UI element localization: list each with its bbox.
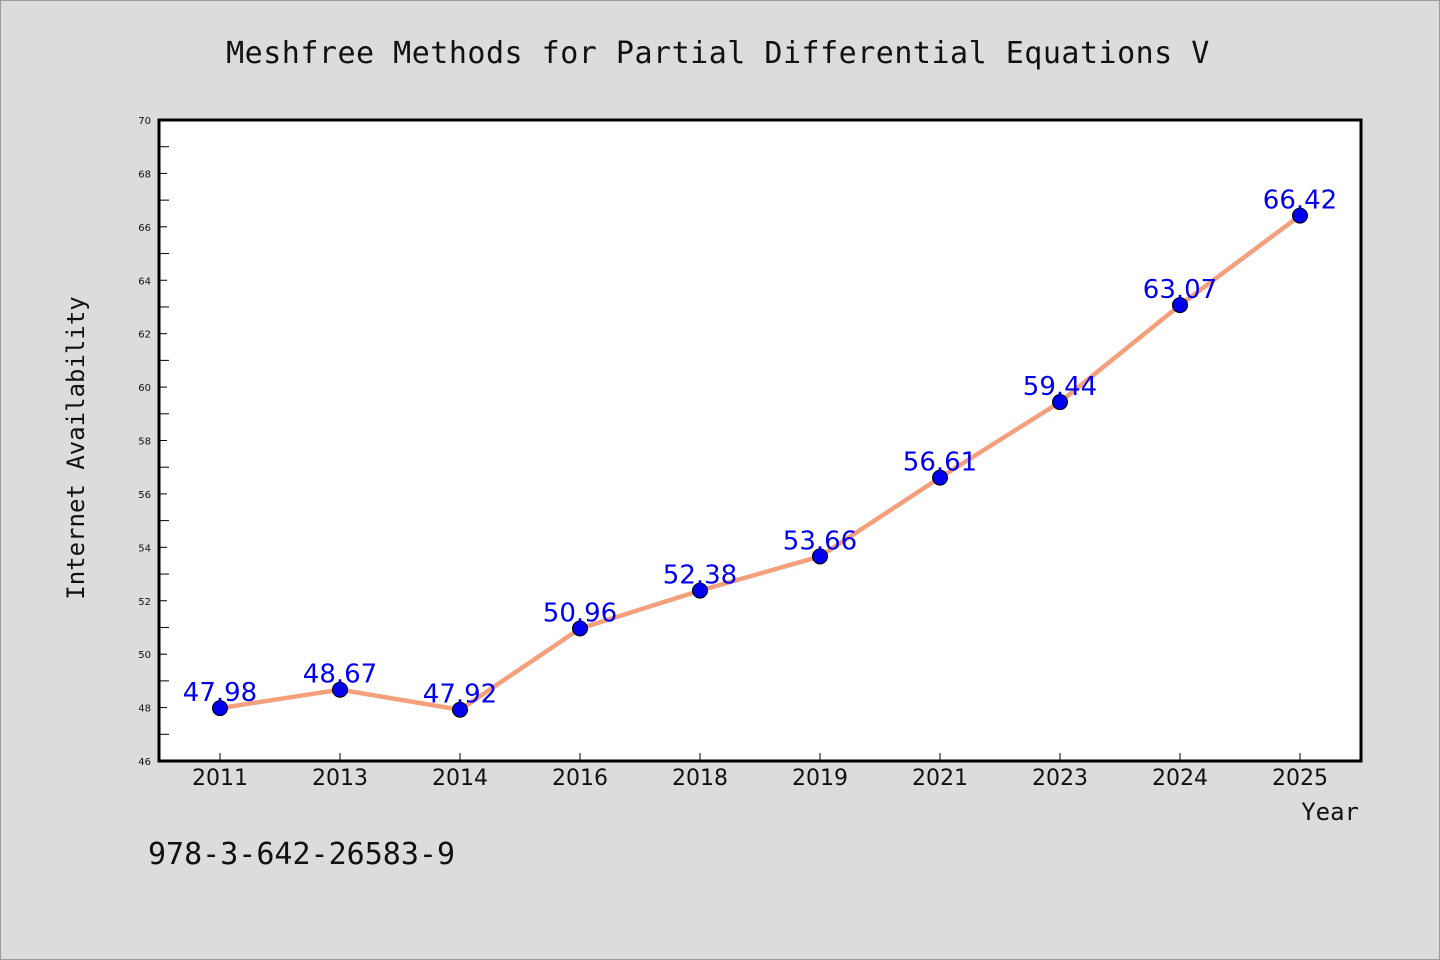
x-tick-label: 2018 bbox=[672, 766, 728, 791]
data-point bbox=[932, 469, 948, 486]
x-tick-label: 2016 bbox=[552, 766, 608, 791]
x-tick-label: 2021 bbox=[912, 766, 968, 791]
y-tick-label: 58 bbox=[138, 437, 151, 448]
y-tick-label: 54 bbox=[138, 543, 151, 554]
data-labels: 47.98 48.67 47.92 50.96 52.38 53.66 56.61 59.44… bbox=[183, 186, 1337, 710]
data-label: 66.42 bbox=[1263, 186, 1337, 216]
data-label: 53.66 bbox=[783, 526, 857, 556]
y-tick-label: 48 bbox=[138, 704, 151, 715]
y-axis: 46 48 50 52 54 56 58 60 62 64 66 68 70 bbox=[138, 116, 169, 768]
y-tick-label: 56 bbox=[138, 490, 151, 501]
y-tick-label: 46 bbox=[138, 757, 151, 768]
y-tick-label: 66 bbox=[138, 223, 151, 234]
x-tick-label: 2014 bbox=[432, 766, 488, 791]
series-line bbox=[219, 213, 1302, 712]
data-label: 47.92 bbox=[423, 680, 497, 710]
x-tick-label: 2023 bbox=[1032, 766, 1088, 791]
x-tick-label: 2011 bbox=[192, 766, 248, 791]
y-tick-label: 64 bbox=[138, 276, 151, 287]
y-tick-label: 60 bbox=[138, 383, 151, 394]
x-axis: 2011 2013 2014 2016 2018 2019 2021 2023 2024 2025 bbox=[192, 753, 1328, 791]
y-tick-label: 52 bbox=[138, 597, 151, 608]
data-label: 59.44 bbox=[1023, 372, 1097, 402]
x-tick-label: 2025 bbox=[1272, 766, 1328, 791]
data-point bbox=[1052, 394, 1068, 411]
chart-title: Meshfree Methods for Partial Differentia… bbox=[226, 36, 1210, 71]
x-axis-label: Year bbox=[1301, 798, 1359, 826]
data-point bbox=[572, 620, 588, 637]
data-point bbox=[812, 548, 828, 565]
y-tick-label: 62 bbox=[138, 330, 151, 341]
data-point bbox=[692, 582, 708, 599]
plot-area bbox=[157, 118, 1363, 763]
data-label: 56.61 bbox=[903, 448, 977, 478]
data-point bbox=[1292, 207, 1308, 224]
data-point bbox=[1172, 297, 1188, 314]
x-tick-label: 2024 bbox=[1152, 766, 1208, 791]
isbn-text: 978-3-642-26583-9 bbox=[148, 837, 455, 872]
data-label: 52.38 bbox=[663, 561, 737, 591]
data-label: 63.07 bbox=[1143, 275, 1217, 305]
y-axis-label: Internet Availability bbox=[62, 296, 90, 599]
data-point bbox=[212, 700, 228, 717]
data-label: 50.96 bbox=[543, 599, 617, 629]
y-tick-label: 50 bbox=[138, 650, 151, 661]
y-tick-label: 70 bbox=[138, 116, 151, 127]
series-markers bbox=[212, 207, 1308, 718]
y-tick-label: 68 bbox=[138, 169, 151, 180]
x-tick-label: 2019 bbox=[792, 766, 848, 791]
x-tick-label: 2013 bbox=[312, 766, 368, 791]
data-point bbox=[332, 681, 348, 698]
data-point bbox=[452, 701, 468, 718]
data-label: 47.98 bbox=[183, 678, 257, 708]
data-label: 48.67 bbox=[303, 660, 377, 690]
